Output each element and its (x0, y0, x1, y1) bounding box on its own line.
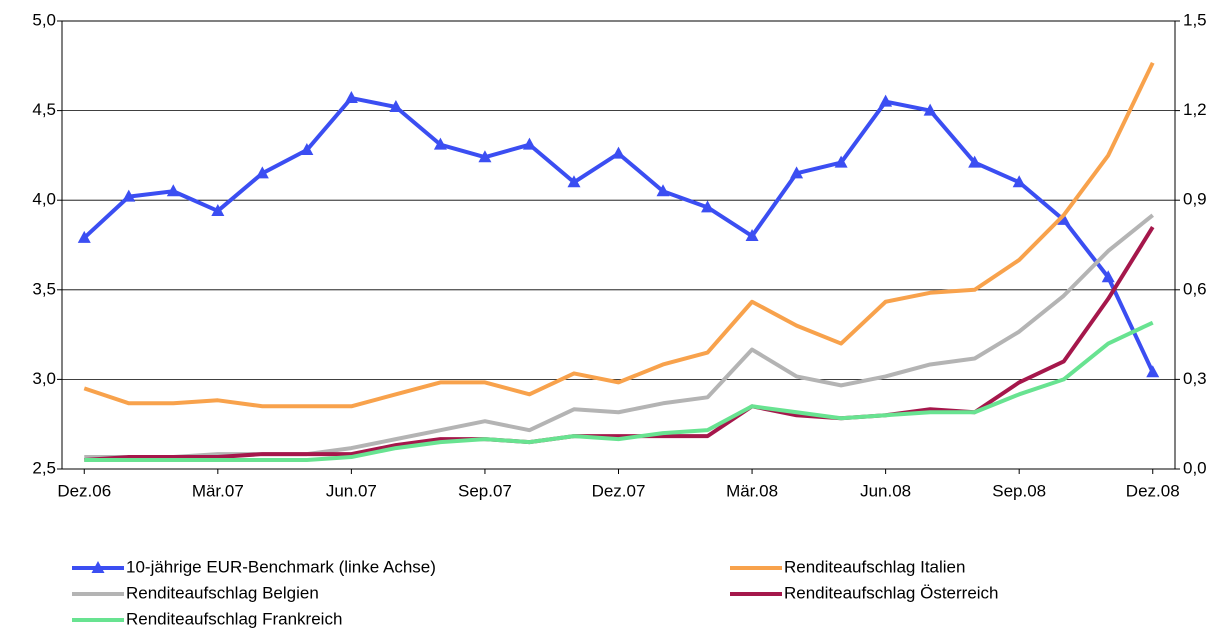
legend-label: Renditeaufschlag Frankreich (126, 609, 342, 628)
legend-label: 10-jährige EUR-Benchmark (linke Achse) (126, 557, 436, 576)
point-marker (122, 189, 136, 202)
point-marker (300, 143, 314, 156)
y-tick-label: 5,0 (32, 10, 56, 29)
y2-tick-label: 0,0 (1183, 458, 1207, 477)
legend-label: Renditeaufschlag Belgien (126, 583, 319, 602)
point-marker (968, 155, 982, 168)
point-marker (790, 166, 804, 179)
x-tick-label: Jun.08 (860, 481, 911, 500)
point-marker (1146, 365, 1160, 378)
x-tick-label: Mär.08 (726, 481, 778, 500)
point-marker (701, 200, 715, 213)
x-tick-label: Jun.07 (326, 481, 377, 500)
y2-tick-label: 0,6 (1183, 279, 1207, 298)
point-marker (879, 94, 893, 107)
point-marker (522, 137, 536, 150)
point-marker (1101, 270, 1115, 283)
series-line (82, 96, 1155, 374)
legend-label: Renditeaufschlag Italien (784, 557, 965, 576)
series-line (84, 213, 1154, 460)
point-marker (1057, 212, 1071, 225)
series-line (84, 226, 1155, 463)
y2-tick-label: 1,5 (1183, 10, 1207, 29)
point-marker (567, 175, 581, 188)
x-tick-label: Mär.07 (192, 481, 244, 500)
point-marker (255, 166, 269, 179)
point-marker (923, 103, 937, 116)
x-tick-label: Dez.08 (1126, 481, 1180, 500)
x-tick-label: Sep.07 (458, 481, 512, 500)
point-marker (478, 150, 492, 163)
y-tick-label: 4,5 (32, 100, 56, 119)
y2-tick-label: 0,3 (1183, 369, 1207, 388)
point-marker (612, 146, 625, 159)
x-tick-label: Dez.07 (592, 481, 646, 500)
point-marker (77, 230, 91, 243)
y2-tick-label: 0,9 (1183, 190, 1207, 209)
series-line (84, 320, 1154, 463)
point-marker (344, 91, 358, 104)
series-line (83, 61, 1155, 409)
y2-tick-label: 1,2 (1183, 100, 1207, 119)
point-marker (745, 229, 759, 242)
y-tick-label: 3,5 (32, 279, 56, 298)
point-marker (389, 100, 403, 113)
y-tick-label: 2,5 (32, 458, 56, 477)
legend-label: Renditeaufschlag Österreich (784, 583, 999, 602)
point-marker (211, 203, 225, 216)
y-tick-label: 4,0 (32, 190, 56, 209)
point-marker (656, 184, 670, 197)
x-tick-label: Sep.08 (992, 481, 1046, 500)
point-marker (433, 137, 447, 150)
point-marker (166, 184, 180, 197)
y-tick-label: 3,0 (32, 369, 56, 388)
point-marker (834, 155, 848, 168)
legend-marker (91, 561, 105, 573)
point-marker (1012, 175, 1026, 188)
x-tick-label: Dez.06 (57, 481, 111, 500)
